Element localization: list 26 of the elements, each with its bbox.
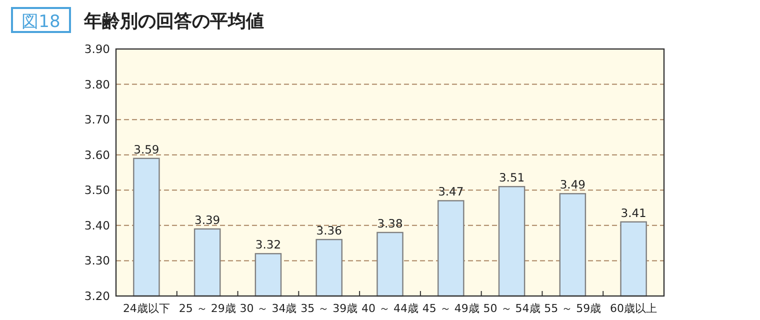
x-tick-label: 25 ～ 29歳 [178,302,236,315]
x-tick-label: 50 ～ 54歳 [483,302,540,315]
data-label: 3.49 [560,178,586,192]
data-label: 3.41 [620,206,646,220]
data-label: 3.39 [194,212,220,227]
x-tick-label: 35 ～ 39歳 [300,302,358,315]
y-tick-label: 3.20 [84,289,110,303]
data-label: 3.36 [316,224,342,238]
chart-title: 年齢別の回答の平均値 [83,11,264,32]
x-tick-label: 45 ～ 49歳 [422,302,480,315]
y-tick-label: 3.60 [84,148,110,162]
y-tick-label: 3.80 [84,77,110,92]
x-tick-label: 30 ～ 34歳 [240,302,297,315]
x-tick-label: 60歳以上 [610,302,658,315]
y-tick-label: 3.70 [84,112,110,127]
data-label: 3.59 [134,142,160,156]
data-label: 3.32 [255,238,282,252]
y-tick-label: 3.90 [84,42,110,56]
x-tick-label: 40 ～ 44歳 [362,302,418,315]
y-tick-label: 3.50 [84,183,110,198]
x-tick-label: 24歳以下 [122,302,170,315]
caption: 図18 [22,12,60,32]
data-label: 3.51 [498,170,525,185]
y-tick-label: 3.30 [84,254,110,268]
x-tick-label: 55 ～ 59歳 [544,302,602,315]
y-tick-label: 3.40 [84,218,110,232]
